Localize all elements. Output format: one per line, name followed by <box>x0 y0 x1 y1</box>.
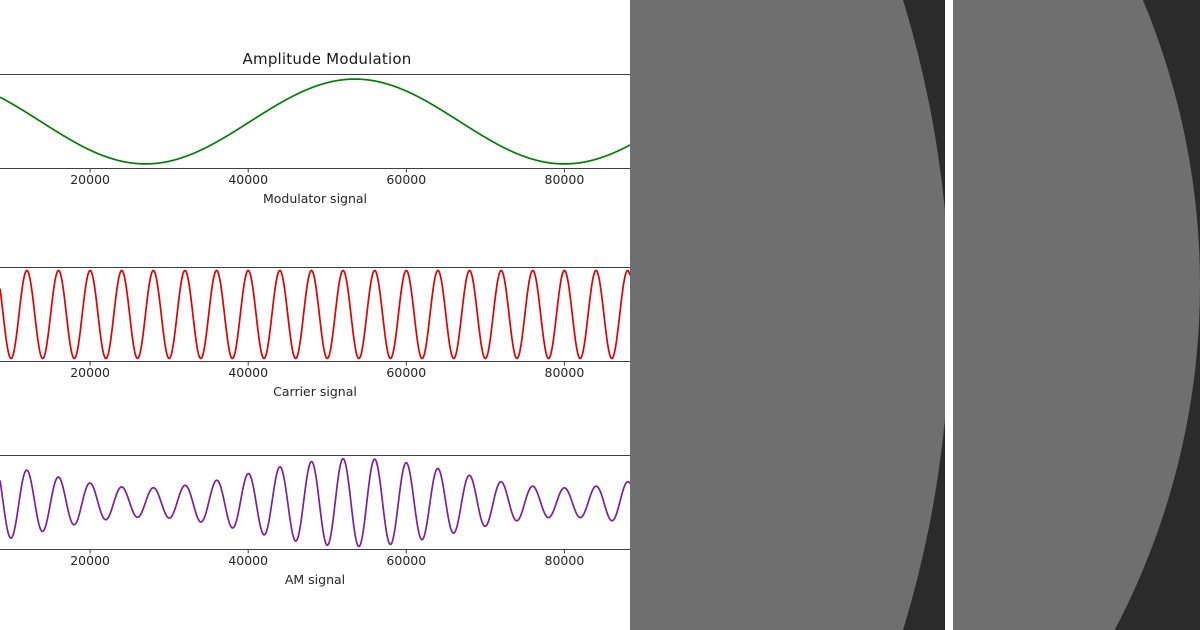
modulator-x-axis-ticks: 20000 40000 60000 80000 <box>0 172 630 188</box>
x-tick-label: 60000 <box>386 172 427 187</box>
gray-circle-graphic-2 <box>953 0 1200 630</box>
x-tick-label: 80000 <box>544 172 585 187</box>
x-tick-label: 40000 <box>228 172 269 187</box>
x-tick-label: 60000 <box>386 365 427 380</box>
x-tick-label: 80000 <box>544 365 585 380</box>
x-tick-label: 40000 <box>228 553 269 568</box>
x-tick-label: 80000 <box>544 553 585 568</box>
x-tick-label: 40000 <box>228 365 269 380</box>
x-tick-label: 60000 <box>386 553 427 568</box>
gray-circle-graphic-1 <box>630 0 945 630</box>
modulator-xlabel: Modulator signal <box>262 191 368 206</box>
dark-circle-panel-2 <box>953 0 1200 630</box>
x-tick-label: 20000 <box>70 172 110 187</box>
figure-title: Amplitude Modulation <box>242 50 412 68</box>
x-tick-label: 20000 <box>70 365 110 380</box>
am-figure: Amplitude Modulation 20000 40000 60000 8000… <box>0 50 630 587</box>
dark-circle-panel-1 <box>630 0 945 630</box>
carrier-signal-plot <box>0 267 630 366</box>
am-xlabel: AM signal <box>284 572 346 587</box>
modulator-signal-plot <box>0 74 630 173</box>
carrier-xlabel: Carrier signal <box>273 384 357 399</box>
am-signal-plot <box>0 455 630 554</box>
x-tick-label: 20000 <box>70 553 110 568</box>
panel-divider <box>945 0 953 630</box>
am-x-axis-ticks: 20000 40000 60000 80000 <box>0 553 630 569</box>
carrier-x-axis-ticks: 20000 40000 60000 80000 <box>0 365 630 381</box>
